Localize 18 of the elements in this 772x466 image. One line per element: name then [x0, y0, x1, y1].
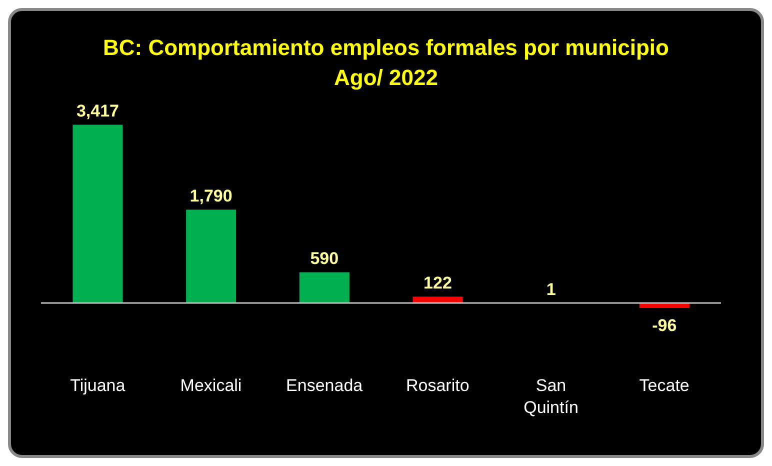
bar — [186, 210, 236, 303]
chart-subtitle: Ago/ 2022 — [333, 64, 439, 92]
data-label: 1,790 — [190, 186, 232, 206]
data-label: 590 — [310, 249, 339, 268]
x-tick-label: Rosarito — [406, 376, 470, 395]
data-label: -96 — [652, 316, 677, 336]
bar — [72, 124, 123, 303]
data-label: 122 — [424, 274, 452, 293]
x-tick-label: Ensenada — [286, 376, 364, 395]
data-label: 3,417 — [76, 102, 120, 121]
x-tick-label: San Quintín — [524, 376, 578, 417]
chart-title: BC: Comportamiento empleos formales por municipio — [102, 34, 670, 62]
data-label: 1 — [546, 280, 556, 299]
bar — [412, 296, 463, 303]
bar — [299, 272, 350, 303]
x-tick-label: Mexicali — [180, 376, 242, 395]
x-tick-label: Tijuana — [70, 376, 126, 395]
x-tick-label: Tecate — [639, 376, 690, 395]
